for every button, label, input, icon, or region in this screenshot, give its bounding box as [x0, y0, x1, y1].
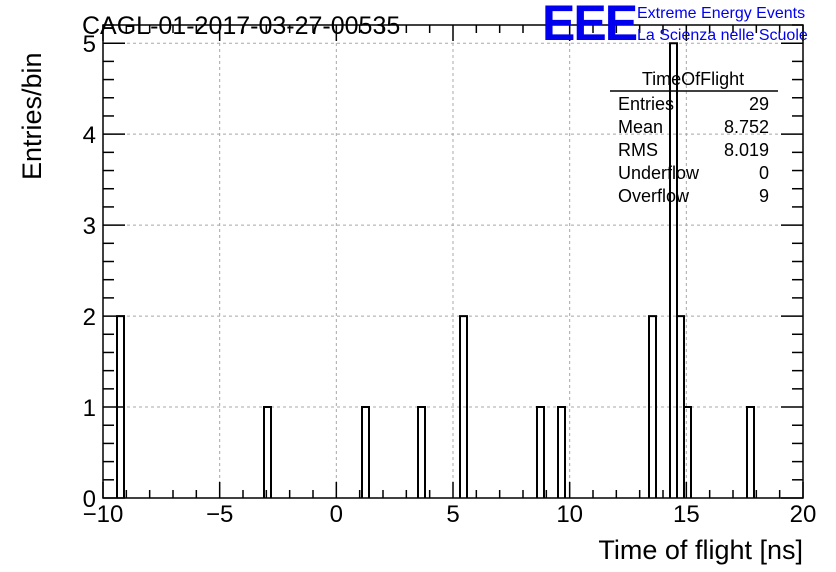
logo-line-1: Extreme Energy Events: [637, 5, 805, 22]
x-tick-label: −5: [206, 501, 233, 528]
logo-mark: EEE: [542, 0, 637, 51]
histogram-bar: [669, 42, 678, 498]
stats-row-value: 8.752: [724, 117, 769, 137]
stats-row-value: 8.019: [724, 140, 769, 160]
stats-row-label: RMS: [618, 140, 658, 160]
histogram-bar: [459, 315, 468, 498]
y-tick-label: 0: [83, 486, 96, 513]
y-tick-label: 3: [83, 213, 96, 240]
histogram-bar: [683, 406, 692, 498]
y-tick-label: 5: [83, 31, 96, 58]
stats-row-value: 0: [759, 163, 769, 183]
x-axis-title: Time of flight [ns]: [598, 535, 803, 565]
chart-title: CAGL-01-2017-03-27-00535: [82, 12, 400, 40]
stats-row-value: 29: [749, 94, 769, 114]
stats-row-label: Overflow: [618, 186, 690, 206]
y-tick-label: 2: [83, 304, 96, 331]
histogram-bar: [417, 406, 426, 498]
histogram-bar: [557, 406, 566, 498]
logo-line-2: La Scienza nelle Scuole: [637, 27, 808, 44]
stats-row-label: Mean: [618, 117, 663, 137]
histogram-bar: [263, 406, 272, 498]
histogram-bars: [116, 42, 755, 498]
histogram-bar: [648, 315, 657, 498]
stats-row-value: 9: [759, 186, 769, 206]
grid-lines: [103, 25, 803, 498]
y-tick-label: 1: [83, 395, 96, 422]
stats-row-label: Underflow: [618, 163, 700, 183]
y-axis-title: Entries/bin: [17, 52, 47, 180]
eee-logo: EEE Extreme Energy Events La Scienza nel…: [542, 0, 808, 51]
x-tick-label: 0: [330, 501, 343, 528]
x-tick-label: 20: [790, 501, 817, 528]
stats-box: TimeOfFlight Entries 29 Mean 8.752 RMS 8.019 U…: [610, 69, 778, 206]
histogram-bar: [361, 406, 370, 498]
x-tick-label: −10: [83, 501, 124, 528]
tick-labels: −10 −5 0 5 10 15 20 0 1 2 3 4 5: [83, 31, 817, 528]
histogram-bar: [536, 406, 545, 498]
y-tick-label: 4: [83, 122, 96, 149]
histogram-bar: [746, 406, 755, 498]
x-tick-label: 10: [556, 501, 583, 528]
stats-row-label: Entries: [618, 94, 674, 114]
stats-rows: Entries 29 Mean 8.752 RMS 8.019 Underflow 0 Over…: [618, 94, 769, 206]
x-tick-label: 15: [673, 501, 700, 528]
axis-ticks: [102, 24, 804, 499]
stats-box-title: TimeOfFlight: [642, 69, 744, 89]
x-tick-label: 5: [446, 501, 459, 528]
